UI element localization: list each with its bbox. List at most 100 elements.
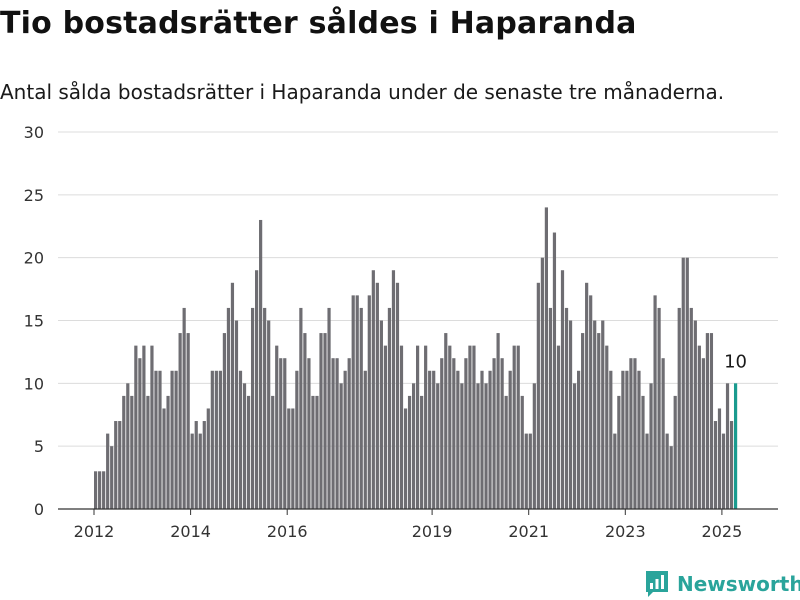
bar xyxy=(721,433,726,509)
x-tick-label: 2019 xyxy=(412,522,453,541)
bar xyxy=(295,370,299,509)
bar xyxy=(436,383,440,509)
bar xyxy=(130,395,134,509)
bar xyxy=(122,395,126,509)
bar xyxy=(355,295,359,509)
bar xyxy=(206,408,210,509)
bar xyxy=(536,282,540,509)
bar xyxy=(238,370,243,509)
bar xyxy=(444,333,448,509)
bar xyxy=(315,395,319,509)
bar xyxy=(275,345,279,509)
brand-name: Newsworthy xyxy=(677,572,800,596)
bar xyxy=(621,370,625,509)
bar xyxy=(283,358,287,509)
bar xyxy=(645,433,649,509)
bar xyxy=(556,345,561,509)
bar xyxy=(347,358,351,509)
bar xyxy=(98,471,102,509)
bar xyxy=(226,307,231,509)
bar xyxy=(456,370,460,509)
bar xyxy=(134,345,138,509)
bar xyxy=(323,333,327,509)
bar xyxy=(395,282,400,509)
bar xyxy=(649,383,653,509)
bar xyxy=(174,370,178,509)
newsworthy-brand[interactable]: Newsworthy xyxy=(645,569,800,599)
bar xyxy=(593,320,597,509)
bar xyxy=(327,307,331,509)
bar xyxy=(500,358,504,509)
bar xyxy=(106,433,110,509)
bar xyxy=(170,370,174,509)
bar xyxy=(540,257,544,509)
bar xyxy=(480,370,484,509)
bar xyxy=(568,320,573,509)
data-label: 10 xyxy=(724,351,747,372)
bar xyxy=(464,358,468,509)
x-tick-label: 2016 xyxy=(267,522,308,541)
bar xyxy=(564,307,569,509)
bar xyxy=(629,358,633,509)
bar xyxy=(162,408,166,509)
bar xyxy=(428,370,432,509)
bar xyxy=(585,282,589,509)
bar xyxy=(311,395,315,509)
bar xyxy=(198,433,202,509)
bar xyxy=(669,446,673,509)
bar xyxy=(625,370,629,509)
bar xyxy=(432,370,436,509)
newsworthy-chart-logo-icon xyxy=(646,571,668,597)
bar xyxy=(178,333,182,509)
bar xyxy=(114,421,118,509)
bar xyxy=(609,370,613,509)
bar xyxy=(234,320,239,509)
bar xyxy=(597,333,601,509)
bar xyxy=(560,270,565,509)
y-tick-label: 25 xyxy=(24,186,44,205)
bar xyxy=(250,307,255,509)
bar xyxy=(218,370,222,509)
x-tick-label: 2014 xyxy=(170,522,211,541)
bar xyxy=(182,307,186,509)
bar xyxy=(214,370,218,509)
y-tick-label: 20 xyxy=(24,249,44,268)
y-tick-label: 5 xyxy=(34,437,44,456)
bar xyxy=(709,333,714,509)
bar xyxy=(641,395,645,509)
bar xyxy=(142,345,146,509)
bar xyxy=(424,345,428,509)
bar xyxy=(601,320,605,509)
bar xyxy=(524,433,528,509)
bar xyxy=(343,370,347,509)
bar xyxy=(387,307,392,509)
bar xyxy=(677,307,681,509)
bar xyxy=(259,219,263,509)
y-tick-label: 10 xyxy=(24,374,44,393)
bar xyxy=(685,257,689,509)
bar xyxy=(725,383,730,509)
bar xyxy=(512,345,516,509)
bar xyxy=(126,383,130,509)
bar xyxy=(504,395,508,509)
bar xyxy=(202,421,206,509)
bar xyxy=(705,333,709,509)
bar xyxy=(383,345,387,509)
bar xyxy=(154,370,158,509)
bar xyxy=(496,333,500,509)
bar xyxy=(440,358,444,509)
bar xyxy=(452,358,456,509)
x-tick-label: 2021 xyxy=(508,522,549,541)
bar xyxy=(613,433,617,509)
bar xyxy=(693,320,697,509)
bar xyxy=(291,408,295,509)
bar xyxy=(476,383,480,509)
bar xyxy=(552,232,557,509)
bar xyxy=(303,333,307,509)
bar xyxy=(572,383,577,509)
bar xyxy=(190,433,194,509)
bar xyxy=(399,345,404,509)
bar xyxy=(331,358,335,509)
bar xyxy=(681,257,685,509)
bar xyxy=(665,433,669,509)
